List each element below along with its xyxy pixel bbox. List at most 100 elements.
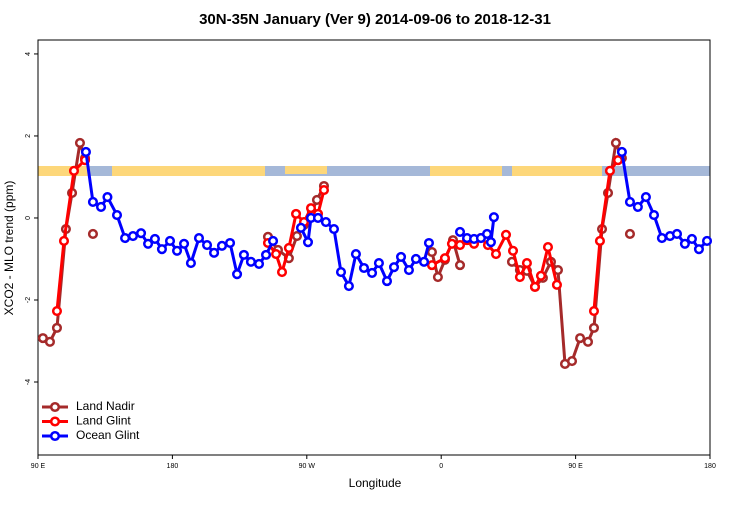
- data-point: [551, 279, 562, 290]
- y-axis-label: XCO2 - MLO trend (ppm): [2, 181, 16, 316]
- series: [80, 146, 713, 292]
- data-point: [120, 233, 131, 244]
- data-point: [44, 336, 55, 347]
- data-point: [500, 229, 512, 240]
- data-point: [488, 212, 499, 223]
- data-point: [640, 192, 651, 203]
- y-tick-label: 0: [25, 216, 32, 220]
- data-point: [87, 228, 99, 240]
- x-tick-label: 90 E: [31, 463, 46, 470]
- data-point: [432, 271, 443, 283]
- data-point: [679, 238, 690, 249]
- x-tick-label: 180: [167, 463, 179, 470]
- data-point: [454, 260, 466, 271]
- legend-label: Land Glint: [76, 414, 131, 428]
- data-point: [185, 258, 196, 269]
- land-band: [512, 166, 602, 176]
- data-point: [312, 212, 324, 224]
- data-point: [302, 237, 314, 248]
- data-point: [135, 228, 147, 239]
- data-point: [209, 247, 220, 258]
- data-point: [253, 258, 265, 269]
- data-point: [507, 245, 519, 256]
- land-ocean-band: [38, 166, 710, 176]
- data-point: [454, 226, 466, 237]
- data-point: [612, 155, 624, 166]
- data-point: [156, 244, 167, 255]
- legend-label: Land Nadir: [76, 399, 135, 413]
- data-point: [446, 238, 458, 249]
- data-point: [283, 242, 294, 253]
- data-point: [87, 196, 99, 208]
- data-point: [535, 270, 547, 281]
- data-point: [701, 235, 713, 246]
- y-tick-label: 2: [25, 134, 32, 138]
- data-point: [58, 235, 70, 246]
- data-point: [514, 271, 525, 283]
- data-point: [270, 249, 282, 260]
- ocean-band: [640, 166, 710, 176]
- data-point: [232, 269, 243, 280]
- data-point: [686, 233, 697, 244]
- data-point: [426, 260, 437, 271]
- data-point: [358, 262, 370, 274]
- data-point: [127, 230, 139, 242]
- data-point: [216, 240, 228, 251]
- data-point: [149, 233, 160, 244]
- data-point: [616, 146, 627, 158]
- series-line: [55, 159, 87, 312]
- data-point: [485, 237, 496, 248]
- data-point: [588, 306, 600, 317]
- data-point: [594, 235, 605, 246]
- data-point: [439, 253, 450, 264]
- data-point: [367, 267, 378, 278]
- ocean-band: [38, 166, 710, 176]
- data-point: [529, 281, 541, 292]
- y-tick-label: -4: [25, 379, 32, 385]
- data-point: [350, 249, 361, 260]
- data-point: [102, 192, 113, 203]
- data-point: [335, 267, 347, 278]
- legend-marker: [49, 401, 61, 413]
- data-point: [426, 246, 437, 258]
- data-point: [403, 265, 414, 276]
- data-point: [582, 336, 594, 347]
- data-point: [395, 251, 407, 262]
- data-point: [575, 333, 586, 344]
- data-point: [521, 258, 532, 269]
- data-point: [193, 233, 205, 244]
- data-point: [648, 210, 660, 221]
- data-point: [318, 185, 330, 196]
- data-point: [671, 228, 683, 240]
- data-point: [410, 253, 422, 265]
- data-point: [224, 237, 236, 249]
- data-point: [542, 242, 554, 253]
- x-axis-label: Longitude: [349, 476, 402, 490]
- data-point: [74, 137, 86, 148]
- data-point: [588, 322, 600, 333]
- data-point: [51, 306, 63, 317]
- data-point: [490, 249, 502, 260]
- land-band: [430, 166, 502, 176]
- data-point: [276, 267, 288, 278]
- legend-label: Ocean Glint: [76, 428, 140, 442]
- data-point: [171, 245, 183, 256]
- data-point: [68, 165, 80, 176]
- data-point: [656, 233, 667, 244]
- data-point: [245, 256, 256, 267]
- data-point: [268, 235, 279, 246]
- data-point: [388, 262, 400, 273]
- data-point: [604, 165, 615, 176]
- data-point: [373, 258, 384, 269]
- chart-title: 30N-35N January (Ver 9) 2014-09-06 to 20…: [199, 11, 551, 28]
- data-point: [381, 276, 393, 287]
- y-tick-label: 4: [25, 52, 32, 56]
- data-point: [260, 249, 272, 260]
- data-point: [423, 237, 435, 249]
- data-point: [164, 235, 176, 246]
- data-point: [624, 228, 636, 240]
- data-point: [454, 239, 466, 251]
- data-point: [328, 223, 340, 235]
